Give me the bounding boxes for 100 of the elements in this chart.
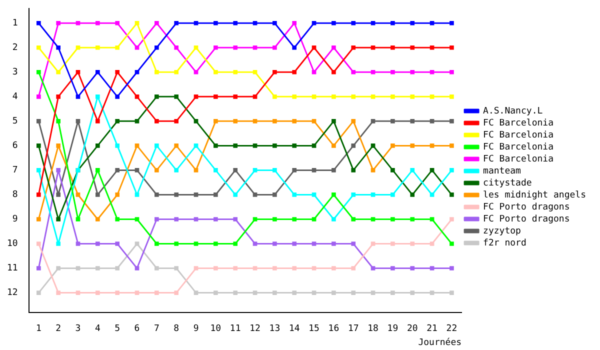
point	[410, 168, 415, 172]
point	[292, 192, 297, 197]
point	[194, 119, 198, 124]
point	[36, 70, 41, 74]
point	[292, 94, 297, 99]
point	[154, 168, 159, 172]
point	[154, 20, 159, 26]
point	[252, 168, 258, 172]
point	[233, 45, 238, 50]
legend-label: les midnight angels	[483, 190, 586, 200]
point	[115, 242, 120, 246]
point	[233, 192, 238, 197]
point	[370, 290, 376, 295]
x-tick-label: 18	[368, 324, 378, 334]
legend-label: zyzytop	[483, 226, 521, 236]
point	[450, 266, 454, 270]
point	[56, 217, 61, 222]
x-tick-label: 1	[36, 324, 42, 334]
point	[312, 144, 316, 148]
point	[134, 119, 140, 124]
y-tick-label: 5	[12, 116, 18, 127]
point	[233, 119, 238, 124]
point	[370, 94, 376, 99]
point	[154, 217, 159, 222]
x-axis-title: Journées	[418, 336, 462, 348]
point	[36, 266, 41, 270]
point	[214, 94, 218, 99]
point	[194, 266, 198, 270]
point	[351, 242, 356, 246]
point	[36, 168, 41, 172]
x-tick-label: 9	[193, 324, 199, 334]
point	[36, 290, 41, 295]
point	[410, 70, 415, 74]
legend-label: FC Barcelonia	[483, 142, 554, 152]
point	[450, 119, 454, 124]
point	[194, 168, 198, 172]
point	[272, 266, 277, 270]
point	[312, 290, 316, 295]
y-tick-label: 11	[6, 264, 18, 274]
point	[312, 266, 316, 270]
point	[214, 192, 218, 197]
point	[96, 119, 100, 124]
point	[252, 290, 258, 295]
point	[56, 290, 61, 295]
point	[233, 70, 238, 74]
point	[351, 290, 356, 295]
point	[214, 45, 218, 50]
point	[272, 192, 277, 197]
x-tick-label: 21	[426, 324, 438, 334]
point	[430, 168, 434, 172]
point	[312, 217, 316, 222]
point	[410, 242, 415, 246]
point	[450, 217, 454, 222]
point	[430, 290, 434, 295]
point	[370, 168, 376, 172]
point	[233, 290, 238, 295]
point	[154, 192, 159, 197]
point	[332, 45, 336, 50]
point	[115, 266, 120, 270]
point	[96, 144, 100, 148]
point	[56, 20, 61, 26]
point	[430, 119, 434, 124]
point	[410, 45, 415, 50]
point	[390, 94, 395, 99]
point	[410, 144, 415, 148]
y-tick-label: 3	[12, 67, 18, 78]
point	[194, 70, 198, 74]
point	[174, 290, 179, 295]
point	[174, 192, 179, 197]
point	[292, 290, 297, 295]
point	[332, 192, 336, 197]
x-tick-label: 17	[348, 324, 359, 334]
point	[292, 168, 297, 172]
point	[370, 144, 376, 148]
point	[312, 70, 316, 74]
point	[351, 192, 356, 197]
point	[76, 70, 80, 74]
point	[174, 20, 179, 26]
point	[410, 192, 415, 197]
point	[56, 168, 61, 172]
point	[115, 290, 120, 295]
x-tick-label: 5	[114, 324, 120, 334]
point	[312, 192, 316, 197]
point	[332, 168, 336, 172]
point	[430, 94, 434, 99]
point	[56, 119, 61, 124]
point	[450, 70, 454, 74]
point	[154, 70, 159, 74]
point	[56, 192, 61, 197]
point	[134, 70, 140, 74]
point	[194, 20, 198, 26]
point	[390, 168, 395, 172]
x-tick-label: 13	[269, 324, 280, 334]
point	[96, 290, 100, 295]
point	[450, 242, 454, 246]
point	[115, 168, 120, 172]
point	[154, 290, 159, 295]
point	[214, 242, 218, 246]
point	[450, 20, 454, 26]
point	[410, 290, 415, 295]
